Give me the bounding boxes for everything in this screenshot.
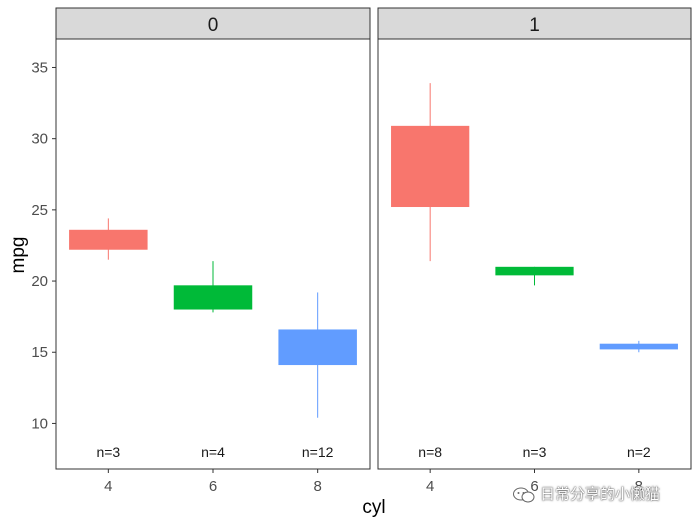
panel-1: 1 n=8 n=3 n=2 4 6 8 — [377, 7, 692, 495]
panel-border-1 — [377, 38, 692, 470]
x-axis-title: cyl — [362, 497, 385, 518]
strip-1 — [377, 7, 692, 40]
panel-border-0 — [55, 38, 371, 470]
x-tick-label: 4 — [104, 478, 112, 495]
x-tick-label: 4 — [426, 478, 434, 495]
y-tick-label: 10 — [31, 415, 48, 432]
y-tick-label: 25 — [31, 202, 48, 219]
y-tick-label: 15 — [31, 344, 48, 361]
y-tick-label: 20 — [31, 273, 48, 290]
n-label: n=4 — [201, 444, 225, 460]
box-body — [599, 343, 678, 350]
box-body — [69, 229, 148, 250]
n-label: n=3 — [523, 444, 547, 460]
box-0-4: n=3 — [69, 218, 148, 460]
watermark-text: 日常分享的小懒猫 — [540, 486, 661, 503]
watermark: 日常分享的小懒猫 — [512, 483, 660, 504]
box-body — [278, 329, 357, 366]
box-0-6: n=4 — [173, 261, 253, 460]
y-tick-label: 30 — [31, 131, 48, 148]
y-axis-title: mpg — [8, 237, 29, 274]
n-label: n=3 — [96, 444, 120, 460]
box-body — [495, 266, 574, 276]
box-1-4: n=8 — [391, 83, 470, 460]
box-0-8: n=12 — [278, 292, 357, 460]
box-1-6: n=3 — [495, 266, 574, 460]
wechat-icon — [513, 487, 535, 503]
n-label: n=8 — [418, 444, 442, 460]
x-tick-label: 6 — [209, 478, 217, 495]
n-label: n=12 — [302, 444, 334, 460]
strip-label-1: 1 — [529, 15, 540, 36]
x-tick-label: 8 — [635, 478, 643, 495]
n-label: n=2 — [627, 444, 651, 460]
strip-label-0: 0 — [208, 15, 219, 36]
box-1-8: n=2 — [599, 340, 678, 460]
x-tick-label: 8 — [313, 478, 321, 495]
panel-0: 0 n=3 n=4 n=12 4 6 8 — [55, 7, 371, 495]
x-tick-label: 6 — [530, 478, 538, 495]
y-tick-label: 35 — [31, 59, 48, 76]
box-body — [173, 285, 253, 310]
box-body — [391, 125, 470, 208]
strip-0 — [55, 7, 371, 40]
